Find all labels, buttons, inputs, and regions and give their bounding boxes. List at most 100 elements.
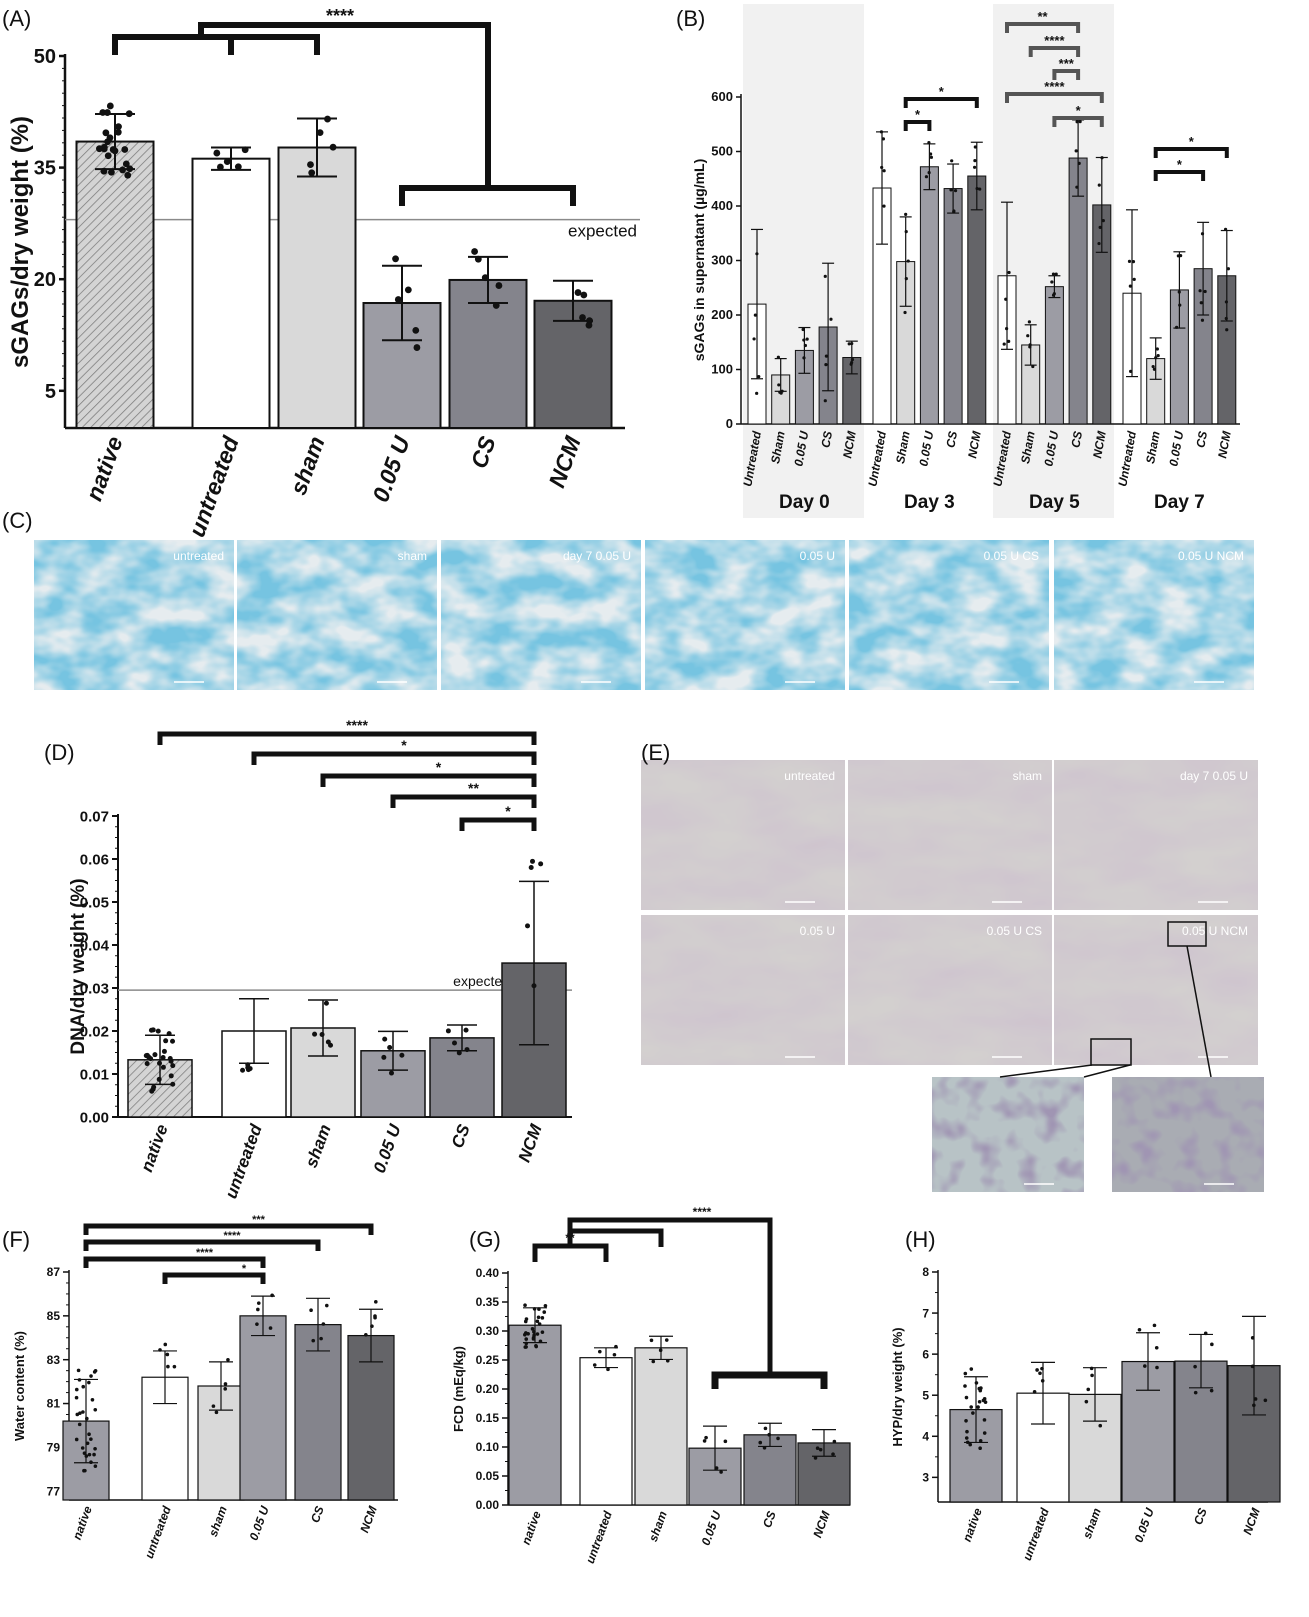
micrograph-c-2: day 7 0.05 U [441, 540, 641, 690]
data-point [413, 344, 421, 351]
micrograph-label: day 7 0.05 U [1180, 769, 1248, 783]
y-tick-label: 0.20 [476, 1382, 500, 1396]
data-point [307, 161, 314, 168]
data-point [1052, 292, 1056, 296]
data-point [452, 1040, 458, 1046]
data-point [370, 1324, 374, 1329]
chart-G-significance: ****** [532, 1205, 828, 1389]
significance-bracket [112, 34, 320, 55]
data-point [1131, 260, 1136, 264]
data-point [973, 145, 977, 149]
data-point [324, 115, 331, 123]
data-point [537, 1307, 541, 1311]
significance-stars: **** [1044, 33, 1065, 48]
panel-label: (H) [905, 1227, 936, 1252]
data-point [950, 159, 954, 163]
chart-B: 0 100 200 300 400 500 600 sGAGs in supernatant … [691, 4, 1240, 518]
data-point [148, 1027, 154, 1033]
data-point [523, 1319, 528, 1324]
significance-stars: *** [252, 1214, 266, 1226]
data-point [211, 1404, 216, 1408]
day-label: Day 3 [904, 492, 955, 513]
data-point [1210, 1342, 1214, 1347]
significance-stars: **** [1044, 79, 1065, 94]
y-tick-label: 500 [711, 144, 733, 159]
y-tick-label: 20 [34, 269, 56, 291]
x-tick-label: untreated [142, 1504, 174, 1561]
data-point [802, 338, 806, 342]
data-point [528, 864, 534, 870]
data-point [309, 1308, 313, 1313]
x-tick-label: untreated [1020, 1506, 1052, 1563]
data-point [85, 1416, 89, 1421]
data-point [1199, 301, 1203, 305]
y-tick-label: 0.35 [476, 1295, 500, 1309]
data-point [903, 310, 907, 315]
data-point [1155, 347, 1159, 351]
data-point [87, 1380, 91, 1385]
data-point [538, 1339, 543, 1344]
x-tick-label: CS [308, 1504, 327, 1524]
micrograph-inset-right [1112, 1077, 1264, 1192]
micrograph-label: 0.05 U CS [984, 549, 1039, 563]
data-point [767, 1432, 772, 1437]
x-tick-label: 0.05 U [1041, 430, 1061, 468]
data-point [523, 1303, 527, 1308]
data-point [492, 302, 500, 309]
micrograph-texture [848, 760, 1052, 910]
bar [1044, 286, 1064, 425]
x-tick-label: CS [448, 1121, 474, 1150]
data-point [535, 1319, 540, 1324]
data-point [77, 1422, 82, 1427]
data-point [964, 1395, 969, 1400]
panel-label: (C) [2, 508, 33, 533]
data-point [540, 1316, 545, 1320]
data-point [1098, 1423, 1103, 1428]
data-point [1151, 364, 1155, 369]
significance-bracket [390, 794, 537, 808]
data-point [1032, 1390, 1037, 1394]
bar-native [75, 140, 155, 429]
micrograph-c-4: 0.05 U CS [849, 540, 1049, 690]
x-tick-label: sham [285, 433, 330, 498]
significance-bracket [903, 97, 979, 108]
data-point [1097, 183, 1101, 187]
y-tick-label: 85 [47, 1309, 61, 1323]
x-tick-label: untreated [221, 1121, 266, 1201]
y-tick-label: 0.06 [80, 851, 109, 868]
data-point [850, 357, 855, 362]
bar-005u [239, 1315, 287, 1501]
x-tick-label: Sham [1018, 430, 1038, 465]
panel-label: (F) [2, 1227, 30, 1252]
callout-line [1186, 945, 1212, 1078]
bar-native [508, 1324, 562, 1506]
x-tick-label: NCM [965, 429, 984, 459]
data-point [665, 1359, 670, 1363]
data-point [536, 1315, 541, 1320]
chart-D-significance: ********* [157, 717, 537, 831]
data-point [965, 1429, 969, 1434]
data-point [537, 1322, 542, 1326]
data-point [929, 155, 933, 159]
micrograph-texture [849, 540, 1049, 690]
data-point [1031, 364, 1035, 369]
y-tick-label: 5 [45, 381, 56, 403]
x-tick-label: Sham [893, 430, 913, 465]
data-point [531, 1337, 536, 1341]
bar [943, 188, 963, 425]
bar [919, 166, 939, 425]
y-tick-label: 600 [711, 89, 733, 104]
significance-bracket [567, 1228, 664, 1247]
data-point [540, 1330, 545, 1334]
data-point [1050, 280, 1054, 284]
data-point [92, 1452, 96, 1457]
day-0-shading [743, 4, 864, 518]
data-point [906, 259, 910, 263]
data-point [755, 391, 759, 395]
data-point [882, 204, 886, 208]
data-point [93, 1407, 98, 1412]
data-point [542, 1310, 547, 1314]
significance-stars: **** [196, 1247, 214, 1259]
x-tick-label: NCM [1240, 1505, 1263, 1536]
x-tick-label: sham [1080, 1506, 1104, 1541]
